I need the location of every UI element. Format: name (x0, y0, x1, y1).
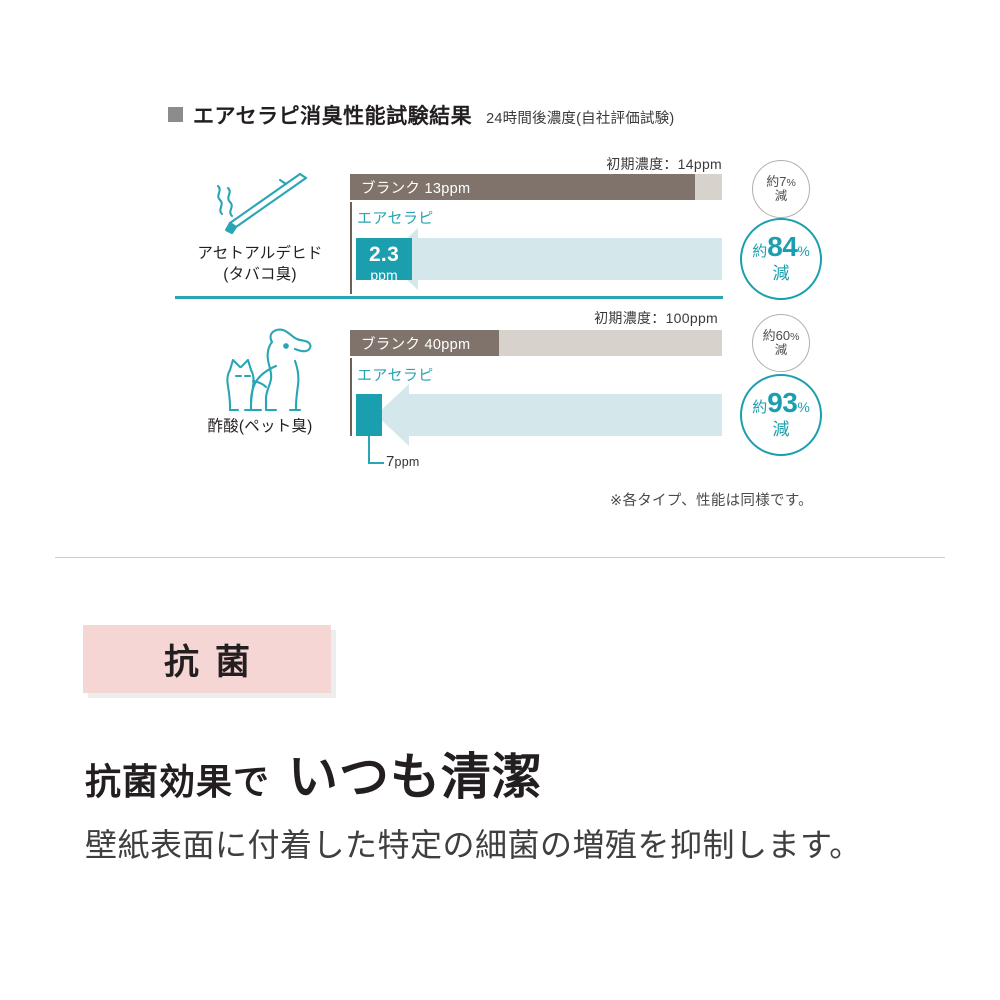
row-left-acetic-acid: 酢酸(ペット臭) (175, 322, 345, 438)
airtherapy-label-acetic-acid: エアセラピ (357, 367, 434, 384)
badge-big-value: 約 84% (752, 231, 810, 263)
row-label-sub: (タバコ臭) (223, 265, 297, 283)
cat-dog-icon (175, 322, 345, 417)
badge-small-word: 減 (774, 342, 788, 357)
section-divider (55, 557, 945, 558)
badge-big-word: 減 (772, 264, 790, 284)
row-label-acetaldehyde: アセトアルデヒド (タバコ臭) (175, 244, 345, 286)
badge-airtherapy-reduction-acetaldehyde: 約 84% 減 (740, 218, 822, 300)
bar-track-acetic-acid: ブランク 40ppm (350, 330, 722, 356)
antibacterial-body-text: 壁紙表面に付着した特定の細菌の増殖を抑制します。 (85, 827, 862, 863)
callout-leader-horizontal (368, 462, 384, 464)
callout-unit: ppm (394, 455, 420, 469)
chart-title: エアセラピ消臭性能試験結果 (193, 105, 473, 128)
airtherapy-label-acetaldehyde: エアセラピ (357, 210, 434, 227)
chart-footnote: ※各タイプ、性能は同様です。 (610, 493, 813, 509)
callout-leader-vertical (368, 436, 370, 464)
airtherapy-bar-acetaldehyde: 2.3 ppm (356, 238, 412, 283)
row-label-acetic-acid: 酢酸(ペット臭) (175, 417, 345, 438)
antibacterial-tag-badge: 抗菌 (83, 625, 331, 693)
antibacterial-headline: 抗菌効果で いつも清潔 (85, 737, 543, 809)
row-label-main: アセトアルデヒド (197, 245, 323, 262)
chart-row-acetic-acid: 酢酸(ペット臭) 初期濃度：100ppm ブランク 40ppm エアセラピ 7p (0, 308, 1000, 488)
arrow-body (409, 394, 722, 436)
airtherapy-unit: ppm (370, 267, 398, 283)
reduction-arrow-acetic-acid (376, 384, 722, 446)
chart-row-divider (175, 296, 723, 299)
badge-small-value: 約60% (762, 327, 800, 343)
airtherapy-value: 2.3 (368, 243, 400, 266)
reduction-arrow-acetaldehyde (385, 228, 722, 290)
blank-bar-label: ブランク 40ppm (361, 336, 471, 353)
badge-airtherapy-reduction-acetic-acid: 約 93% 減 (740, 374, 822, 456)
airtherapy-bar-acetic-acid (356, 394, 382, 436)
badge-blank-reduction-acetaldehyde: 約7% 減 (752, 160, 810, 218)
chart-row-acetaldehyde: アセトアルデヒド (タバコ臭) 初期濃度：14ppm ブランク 13ppm エア… (0, 150, 1000, 300)
badge-small-value: 約7% (766, 173, 796, 189)
callout-number: 7 (386, 453, 395, 470)
badge-big-value: 約 93% (752, 387, 810, 419)
bar-track-acetaldehyde: ブランク 13ppm (350, 174, 722, 200)
initial-concentration-acetic-acid: 初期濃度：100ppm (594, 310, 718, 326)
badge-blank-reduction-acetic-acid: 約60% 減 (752, 314, 810, 372)
blank-bar-acetic-acid: ブランク 40ppm (350, 330, 499, 356)
antibacterial-section: 抗菌 抗菌効果で いつも清潔 壁紙表面に付着した特定の細菌の増殖を抑制します。 (0, 557, 1000, 1000)
cigarette-icon (175, 166, 345, 244)
badge-small-word: 減 (774, 188, 788, 203)
headline-large: いつも清潔 (288, 749, 544, 805)
axis-line-acetic-acid (350, 358, 352, 436)
callout-7ppm: 7ppm (386, 453, 419, 470)
arrow-body (418, 238, 722, 280)
initial-concentration-acetaldehyde: 初期濃度：14ppm (606, 156, 722, 172)
square-marker-icon (168, 107, 183, 122)
chart-header: エアセラピ消臭性能試験結果 24時間後濃度(自社評価試験) (168, 100, 674, 130)
row-label-main: 酢酸(ペット臭) (207, 418, 313, 435)
badge-big-word: 減 (772, 420, 790, 440)
axis-line-acetaldehyde (350, 202, 352, 294)
blank-bar-acetaldehyde: ブランク 13ppm (350, 174, 695, 200)
antibacterial-tag-label: 抗菌 (163, 642, 266, 682)
row-left-acetaldehyde: アセトアルデヒド (タバコ臭) (175, 166, 345, 286)
headline-small: 抗菌効果で (85, 761, 271, 802)
blank-bar-label: ブランク 13ppm (361, 180, 471, 197)
chart-subtitle: 24時間後濃度(自社評価試験) (486, 111, 675, 127)
deodorizing-test-chart-section: エアセラピ消臭性能試験結果 24時間後濃度(自社評価試験) (0, 100, 1000, 509)
